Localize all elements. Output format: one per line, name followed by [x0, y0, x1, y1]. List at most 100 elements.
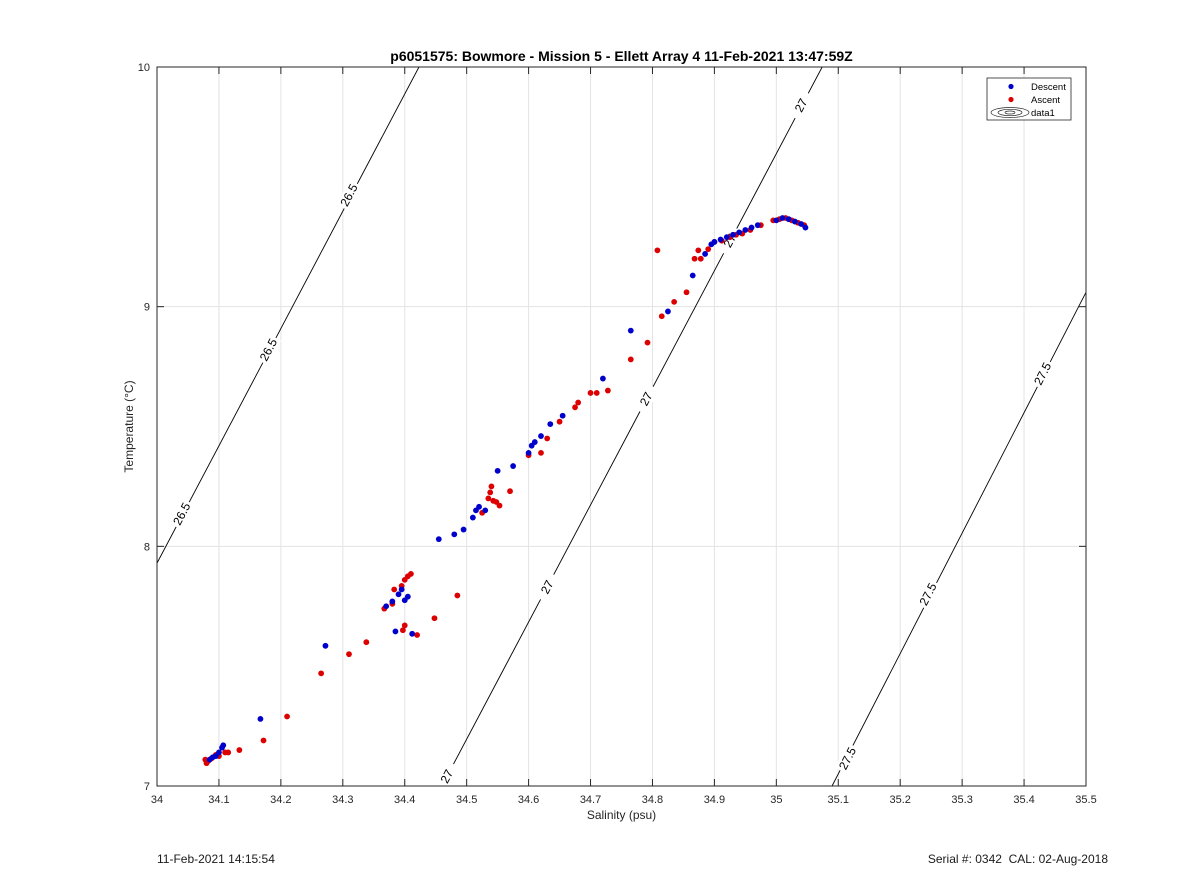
descent-point: [383, 603, 390, 610]
ascent-point: [454, 592, 461, 599]
legend-data1-label: data1: [1031, 108, 1055, 119]
descent-point: [451, 531, 458, 538]
descent-point: [627, 327, 634, 334]
x-tick-label: 34.6: [518, 794, 539, 806]
ascent-point: [544, 435, 551, 442]
descent-point: [547, 421, 554, 428]
legend: Descent Ascent data1: [986, 77, 1072, 121]
descent-point: [216, 749, 222, 756]
descent-point: [689, 272, 696, 279]
isopycnal-label-bg: [834, 742, 861, 775]
ascent-point: [604, 387, 611, 394]
x-tick-label: 34.7: [580, 794, 601, 806]
ascent-point: [556, 418, 563, 425]
isopycnal-label: 27: [438, 767, 457, 786]
x-tick-label: 34.2: [270, 794, 291, 806]
descent-point: [736, 229, 743, 236]
descent-point: [392, 628, 399, 635]
descent-point: [482, 507, 489, 514]
contour-ring: [997, 108, 1023, 117]
legend-descent-marker: [1008, 83, 1014, 90]
ascent-point: [691, 255, 698, 262]
ascent-point: [363, 639, 370, 646]
ascent-point: [654, 247, 661, 254]
x-tick-label: 34.4: [394, 794, 415, 806]
isopycnal-line: [441, 67, 823, 786]
descent-point: [494, 467, 501, 474]
ascent-point: [496, 502, 503, 509]
ascent-point: [671, 298, 678, 305]
y-tick-label: 8: [144, 541, 150, 553]
ascent-point: [487, 489, 494, 496]
descent-point: [600, 375, 606, 382]
ascent-point: [575, 399, 582, 406]
ascent-point: [507, 488, 513, 495]
ascent-point: [572, 404, 578, 411]
isopycnal-label: 27: [792, 96, 811, 115]
ascent-point: [260, 737, 267, 744]
ascent-point: [318, 670, 325, 677]
x-tick-label: 35.3: [951, 794, 972, 806]
footer-timestamp: 11-Feb-2021 14:15:54: [157, 852, 275, 866]
x-tick-label: 34.3: [332, 794, 353, 806]
legend-ascent-label: Ascent: [1031, 95, 1060, 106]
isopycnal-label-bg: [169, 498, 195, 530]
isopycnal-label-bg: [915, 578, 941, 610]
plot-area: [157, 67, 1086, 786]
ascent-point: [408, 570, 414, 577]
isopycnal-label: 27: [637, 389, 656, 408]
descent-point: [531, 439, 538, 445]
descent-series: [206, 215, 809, 763]
legend-contour-icon: [990, 107, 1030, 118]
descent-point: [559, 412, 566, 419]
descent-point: [802, 224, 809, 231]
contour-ring: [1004, 110, 1016, 115]
x-tick-label: 34.1: [208, 794, 229, 806]
descent-point: [389, 598, 396, 605]
ascent-point: [587, 390, 594, 396]
isopycnal-label-bg: [788, 89, 814, 121]
ascent-point: [644, 339, 651, 346]
chart-title: p6051575: Bowmore - Mission 5 - Ellett A…: [390, 48, 853, 64]
ascent-point: [284, 713, 290, 720]
descent-point: [409, 630, 416, 637]
isopycnal-label-bg: [1030, 358, 1056, 390]
x-axis-label: Salinity (psu): [587, 808, 656, 822]
descent-point: [754, 222, 761, 229]
x-tick-label: 35.1: [828, 794, 849, 806]
isopycnal-line: [157, 67, 420, 564]
ascent-point: [225, 749, 232, 756]
ascent-point: [627, 356, 634, 363]
ascent-point: [488, 483, 495, 490]
contour-ring: [990, 107, 1030, 118]
ascent-point: [391, 586, 398, 593]
isopycnal-label-bg: [255, 334, 282, 366]
ascent-point: [658, 313, 665, 320]
descent-point: [220, 742, 227, 749]
descent-point: [460, 526, 467, 533]
ascent-point: [697, 255, 704, 262]
descent-point: [322, 642, 329, 649]
descent-point: [525, 449, 532, 456]
ascent-point: [485, 495, 492, 502]
x-tick-label: 35: [770, 794, 782, 806]
ascent-point: [414, 632, 421, 638]
descent-point: [395, 591, 402, 598]
y-axis-label: Temperature (°C): [122, 380, 136, 472]
isopycnal-label-bg: [336, 179, 362, 211]
data-points: [202, 215, 809, 767]
legend-descent-label: Descent: [1031, 82, 1066, 93]
descent-point: [711, 239, 718, 245]
ascent-point: [538, 449, 544, 456]
descent-point: [476, 503, 482, 510]
legend-ascent-marker: [1008, 96, 1014, 103]
x-tick-label: 34: [151, 794, 163, 806]
isopycnal-label-bg: [534, 571, 560, 603]
descent-point: [723, 234, 730, 241]
descent-point: [257, 715, 264, 722]
ascent-point: [236, 747, 243, 753]
descent-point: [779, 215, 786, 221]
y-tick-label: 10: [138, 62, 150, 74]
ascent-point: [431, 615, 438, 622]
x-tick-label: 35.2: [889, 794, 910, 806]
